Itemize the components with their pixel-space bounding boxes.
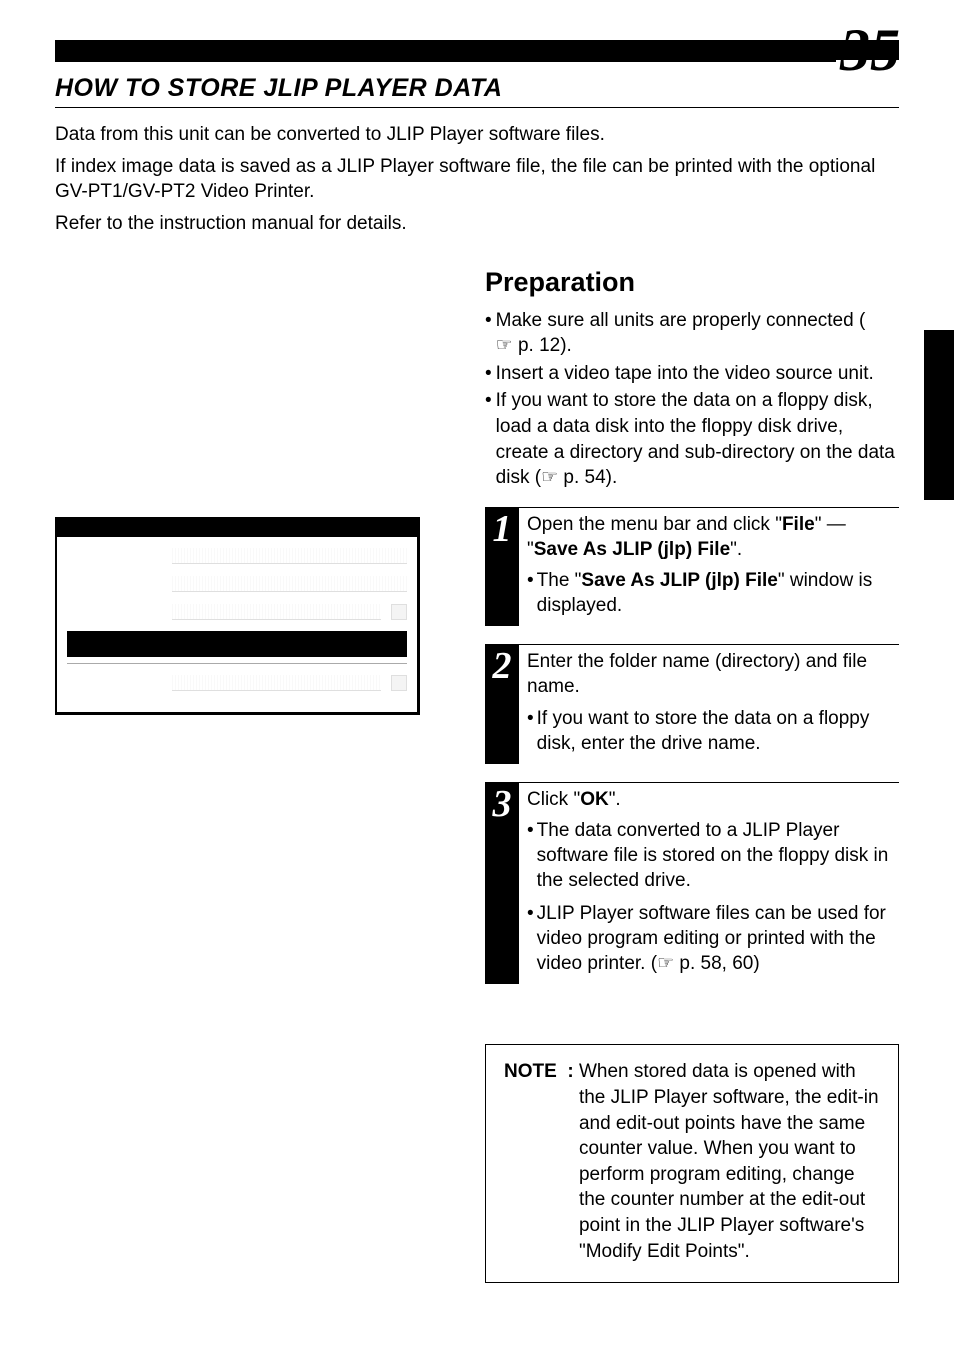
intro-block: Data from this unit can be converted to …: [55, 122, 899, 237]
step-sub-list: If you want to store the data on a flopp…: [527, 706, 899, 756]
dialog-field: [172, 604, 381, 620]
dialog-field: [172, 576, 407, 592]
prep-item: If you want to store the data on a flopp…: [485, 388, 899, 491]
step-number: 3: [485, 783, 519, 985]
dialog-row: .: [67, 603, 407, 621]
step-sub-item: If you want to store the data on a flopp…: [527, 706, 899, 756]
left-column: . . . .: [55, 267, 465, 1284]
dialog-row: .: [67, 575, 407, 593]
dialog-field: [172, 548, 407, 564]
step-body: Open the menu bar and click "File" — "Sa…: [519, 512, 899, 626]
prep-item: Insert a video tape into the video sourc…: [485, 361, 899, 387]
note-box: NOTE : When stored data is opened with t…: [485, 1044, 899, 1283]
sub-heading: Preparation: [485, 267, 899, 298]
step: 2 Enter the folder name (directory) and …: [485, 644, 899, 763]
note-label: NOTE :: [504, 1059, 579, 1264]
dialog-label: .: [67, 550, 162, 562]
dialog-label: .: [67, 677, 162, 689]
intro-line: Data from this unit can be converted to …: [55, 122, 899, 148]
step: 1 Open the menu bar and click "File" — "…: [485, 507, 899, 626]
dialog-lower: .: [67, 670, 407, 712]
step-sub-list: The "Save As JLIP (jlp) File" window is …: [527, 568, 899, 618]
step-sub-list: The data converted to a JLIP Player soft…: [527, 818, 899, 976]
side-tab: [924, 330, 954, 500]
dialog-label: .: [67, 606, 162, 618]
step-main: Open the menu bar and click "File" — "Sa…: [527, 512, 899, 562]
step-sub-item: The data converted to a JLIP Player soft…: [527, 818, 899, 893]
step-main: Click "OK".: [527, 787, 899, 812]
preparation-list: Make sure all units are properly connect…: [485, 308, 899, 491]
dialog-divider: [67, 663, 407, 664]
step-sub-item: The "Save As JLIP (jlp) File" window is …: [527, 568, 899, 618]
dialog-select-area: [67, 631, 407, 657]
columns: . . . .: [55, 267, 899, 1284]
step-body: Enter the folder name (directory) and fi…: [519, 649, 899, 763]
dialog-field: [172, 675, 381, 691]
page-ref: ☞ p. 54: [541, 465, 606, 491]
dialog-dropdown: [391, 604, 407, 620]
dialog-label: .: [67, 578, 162, 590]
thin-rule: [55, 60, 899, 62]
save-dialog-screenshot: . . . .: [55, 517, 420, 715]
steps: 1 Open the menu bar and click "File" — "…: [485, 507, 899, 984]
step-sub-item: JLIP Player software files can be used f…: [527, 901, 899, 976]
note-text: When stored data is opened with the JLIP…: [579, 1059, 880, 1264]
step-body: Click "OK". The data converted to a JLIP…: [519, 787, 899, 985]
page-ref: ☞ p. 12: [496, 333, 561, 359]
prep-text: ).: [560, 335, 572, 356]
main-heading: HOW TO STORE JLIP PLAYER DATA: [55, 74, 899, 108]
prep-text: Make sure all units are properly connect…: [496, 310, 866, 331]
intro-line: Refer to the instruction manual for deta…: [55, 211, 899, 237]
page-ref: ☞ p. 58, 60: [657, 951, 753, 976]
step-number: 2: [485, 645, 519, 763]
right-column: Preparation Make sure all units are prop…: [485, 267, 899, 1284]
dialog-row: .: [67, 547, 407, 565]
step-main: Enter the folder name (directory) and fi…: [527, 649, 899, 699]
prep-text: Insert a video tape into the video sourc…: [496, 361, 874, 387]
dialog-row: .: [67, 674, 407, 692]
dialog-titlebar: [57, 519, 417, 537]
dialog-body: . . . .: [57, 537, 417, 712]
dialog-dropdown: [391, 675, 407, 691]
prep-text: ).: [606, 467, 618, 488]
page: 35 HOW TO STORE JLIP PLAYER DATA Data fr…: [0, 0, 954, 1323]
top-rule: [55, 40, 899, 60]
prep-item: Make sure all units are properly connect…: [485, 308, 899, 359]
step-number: 1: [485, 508, 519, 626]
intro-line: If index image data is saved as a JLIP P…: [55, 154, 899, 205]
step: 3 Click "OK". The data converted to a JL…: [485, 782, 899, 985]
